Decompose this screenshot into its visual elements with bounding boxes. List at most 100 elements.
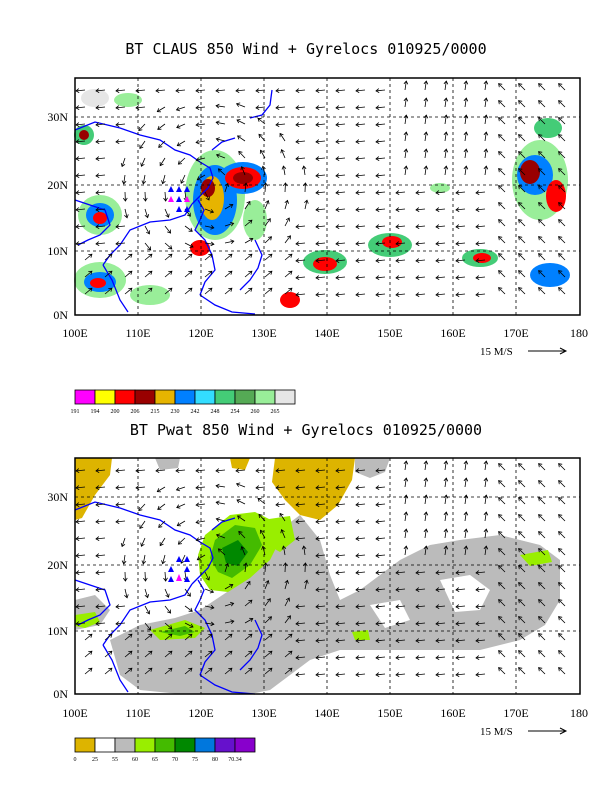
wind-vector xyxy=(484,166,487,176)
wind-vector-head xyxy=(498,616,503,621)
wind-vector-head xyxy=(144,213,150,219)
wind-vector-head xyxy=(375,88,380,93)
wind-vector-head xyxy=(295,468,300,473)
wind-vector xyxy=(144,287,153,295)
wind-vector-head xyxy=(415,621,420,626)
wind-vector xyxy=(121,537,126,547)
wind-vector-head xyxy=(435,275,440,280)
wind-vector-head xyxy=(435,190,440,195)
wind-vector-head xyxy=(518,83,523,88)
colorbar-label: 206 xyxy=(131,409,140,415)
wind-vector xyxy=(498,548,506,556)
wind-vector xyxy=(355,242,366,245)
wind-vector-head xyxy=(285,597,290,602)
wind-vector-head xyxy=(122,197,128,202)
wind-vector xyxy=(204,253,213,261)
colorbar-label: 55 xyxy=(112,757,118,763)
wind-vector xyxy=(295,225,306,228)
wind-vector xyxy=(178,157,186,165)
colorbar-swatch xyxy=(254,389,276,405)
wind-vector xyxy=(355,537,366,540)
wind-vector xyxy=(115,469,126,472)
wind-vector-head xyxy=(229,601,235,607)
wind-vector xyxy=(404,98,407,108)
wind-vector-head xyxy=(215,137,220,142)
wind-vector xyxy=(444,115,447,125)
wind-vector-head xyxy=(498,83,503,88)
wind-vector-head xyxy=(558,151,563,156)
wind-vector xyxy=(375,656,386,659)
wind-vector xyxy=(435,622,446,625)
wind-vector-head xyxy=(375,672,380,677)
wind-vector xyxy=(315,520,326,523)
wind-vector-head xyxy=(188,287,193,292)
wind-vector-head xyxy=(538,548,543,553)
wind-vector-head xyxy=(175,468,180,473)
panel1-frame-bg xyxy=(75,78,580,315)
wind-vector-head xyxy=(435,638,440,643)
wind-vector-head xyxy=(538,117,543,122)
wind-vector xyxy=(275,503,286,506)
wind-vector xyxy=(295,503,306,506)
wind-vector-head xyxy=(335,485,340,490)
wind-vector xyxy=(518,270,526,278)
wind-vector-head xyxy=(75,604,80,609)
wind-vector-head xyxy=(518,287,523,292)
wind-vector xyxy=(180,174,186,184)
wind-vector xyxy=(455,571,466,574)
wind-vector xyxy=(424,81,427,91)
wind-vector-head xyxy=(355,638,360,643)
panel1-lon-labels: 100E 110E 120E 130E 140E 150E 160E 170E … xyxy=(62,326,588,340)
wind-vector-head xyxy=(475,275,480,280)
wind-vector-head xyxy=(186,592,191,597)
wind-vector xyxy=(315,605,326,608)
wind-vector xyxy=(444,529,447,539)
wind-vector-head xyxy=(115,604,120,609)
wind-vector-head xyxy=(335,519,340,524)
wind-vector xyxy=(95,242,106,245)
wind-vector xyxy=(115,123,126,126)
wind-vector-head xyxy=(315,122,320,127)
colorbar-label: 0 xyxy=(74,757,77,763)
wind-vector-head xyxy=(395,190,400,195)
lat-label: 0N xyxy=(53,308,68,322)
wind-vector xyxy=(95,89,106,92)
wind-vector-head xyxy=(518,548,523,553)
wind-vector xyxy=(115,520,126,523)
wind-vector-head xyxy=(315,570,320,575)
wind-vector-head xyxy=(463,97,469,102)
wind-vector-head xyxy=(315,621,320,626)
lon-label: 140E xyxy=(314,326,339,340)
wind-vector xyxy=(141,157,146,167)
wind-vector-head xyxy=(435,241,440,246)
wind-vector xyxy=(284,253,293,261)
wind-vector xyxy=(255,89,266,92)
lat-label: 10N xyxy=(47,244,68,258)
colorbar-label: 265 xyxy=(271,409,280,415)
wind-vector-head xyxy=(558,134,563,139)
wind-vector xyxy=(475,259,486,262)
wind-vector-head xyxy=(403,148,409,153)
wind-vector xyxy=(123,174,126,184)
wind-vector xyxy=(139,140,146,149)
wind-vector-head xyxy=(205,196,210,201)
wind-vector xyxy=(279,133,286,142)
wind-vector-head xyxy=(475,241,480,246)
wind-vector xyxy=(284,217,290,227)
wind-vector-head xyxy=(395,207,400,212)
colorbar-swatch xyxy=(214,737,236,753)
gyre-marker xyxy=(176,186,182,192)
wind-vector xyxy=(135,89,146,92)
wind-vector-head xyxy=(177,160,183,165)
wind-vector-head xyxy=(558,633,563,638)
wind-vector xyxy=(196,503,206,506)
wind-vector xyxy=(204,191,210,201)
wind-vector-head xyxy=(208,667,213,672)
wind-vector xyxy=(159,157,166,166)
wind-vector-head xyxy=(483,97,489,102)
wind-vector-head xyxy=(288,270,293,275)
gyre-marker xyxy=(184,206,190,212)
wind-vector xyxy=(558,616,566,624)
wind-vector xyxy=(498,633,506,641)
wind-vector-head xyxy=(498,650,503,655)
